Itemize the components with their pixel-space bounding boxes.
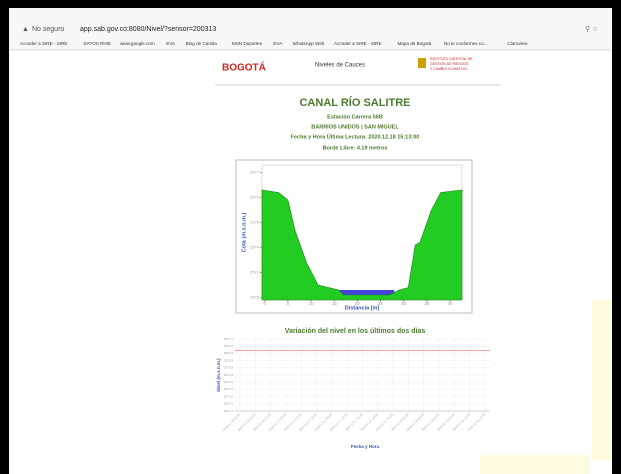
y-tick-label: 2576.0 bbox=[224, 351, 234, 355]
security: ▲ bbox=[22, 26, 29, 33]
y-tick-label: 2573 bbox=[250, 270, 260, 275]
station-line: Fecha y Hora Última Lectura: 2020.12.18 … bbox=[291, 133, 420, 140]
y-tick-label: 2577.0 bbox=[224, 337, 234, 341]
bookmark[interactable]: EVA bbox=[166, 41, 176, 46]
y-tick-label: 2575 bbox=[250, 220, 260, 225]
browser-chrome bbox=[9, 8, 612, 50]
y-tick-label: 2573.5 bbox=[224, 387, 234, 391]
y-tick-label: 2575.0 bbox=[224, 366, 234, 370]
bookmark[interactable]: Claroview bbox=[507, 41, 528, 46]
x-tick-label: 30 bbox=[401, 301, 407, 306]
bookmark[interactable]: WhatsApp Web bbox=[293, 41, 325, 46]
y-tick-label: 2574 bbox=[250, 245, 260, 250]
bookmark[interactable]: Mapa de Bogotá bbox=[398, 41, 432, 46]
y-tick-label: 2576 bbox=[250, 195, 260, 200]
y-tick-label: 2574.5 bbox=[224, 373, 234, 377]
y-tick-label: 2574.0 bbox=[224, 380, 234, 384]
coat-of-arms bbox=[418, 58, 426, 68]
chart-title: Variación del nivel en los últimos dos d… bbox=[285, 328, 426, 335]
x-tick-label: 10 bbox=[309, 301, 315, 306]
url[interactable]: app.sab.gov.co:8080/Nivel/?sensor=200313 bbox=[80, 26, 216, 33]
bookmark[interactable]: EVA bbox=[273, 41, 283, 46]
station-line: BARRIOS UNIDOS | SAN MIGUEL bbox=[311, 124, 399, 130]
x-tick-label: 5 bbox=[287, 301, 290, 306]
x-tick-label: 35 bbox=[424, 301, 430, 306]
institute: INSTITUTO DISTRITAL DE bbox=[430, 57, 473, 61]
bookmark[interactable]: Acceder a SIRE - SIRE bbox=[334, 41, 382, 46]
y-tick-label: 2572.5 bbox=[224, 402, 234, 406]
bookmark[interactable]: Acceder a SIRE - SIRE bbox=[20, 41, 68, 46]
terrain bbox=[261, 189, 463, 301]
x-tick-label: 20 bbox=[355, 301, 361, 306]
x-tick-label: 15 bbox=[332, 301, 338, 306]
y-tick-label: 2573.0 bbox=[224, 394, 234, 398]
x-axis-label: Distancia [m] bbox=[345, 305, 380, 311]
bookmark[interactable]: MSN Deportes bbox=[232, 41, 263, 46]
watermark bbox=[592, 300, 612, 460]
bookmark[interactable]: DATOS RHIE bbox=[83, 41, 111, 46]
logo: BOGOTÁ bbox=[222, 61, 266, 74]
bookmark[interactable]: Blog de Camila bbox=[186, 41, 218, 46]
y-tick-label: 2572 bbox=[250, 295, 260, 300]
station-line: Estación Carrera 56B bbox=[327, 114, 383, 120]
x-tick-label: 0 bbox=[264, 301, 267, 306]
x-tick-label: 40 bbox=[447, 301, 453, 306]
bookmark[interactable]: No te conformes co... bbox=[444, 41, 488, 46]
institute: Y CAMBIO CLIMÁTICO bbox=[430, 67, 467, 71]
y-tick-label: 2572.0 bbox=[224, 409, 234, 413]
institute: GESTIÓN DE RIESGOS bbox=[430, 61, 469, 66]
watermark bbox=[480, 455, 590, 474]
zoom-icon[interactable]: ⚲ ☆ bbox=[585, 25, 598, 33]
station-name: CANAL RÍO SALITRE bbox=[299, 96, 410, 109]
bookmark[interactable]: www.google.com bbox=[120, 41, 155, 46]
y-tick-label: 2577 bbox=[250, 170, 260, 175]
y-axis-label: Cota (m.s.n.m.) bbox=[241, 212, 247, 252]
x-axis-label: Fecha y Hora bbox=[351, 444, 380, 449]
station-line: Borde Libre: 4.19 metros bbox=[323, 145, 388, 151]
y-tick-label: 2576.5 bbox=[224, 344, 234, 348]
header-title: Niveles de Cauces bbox=[315, 63, 365, 69]
y-axis-label: Nivel (m.s.n.m.) bbox=[216, 358, 221, 392]
y-tick-label: 2575.5 bbox=[224, 358, 234, 362]
security-label: No seguro bbox=[32, 26, 64, 33]
x-tick-label: 25 bbox=[378, 301, 384, 306]
